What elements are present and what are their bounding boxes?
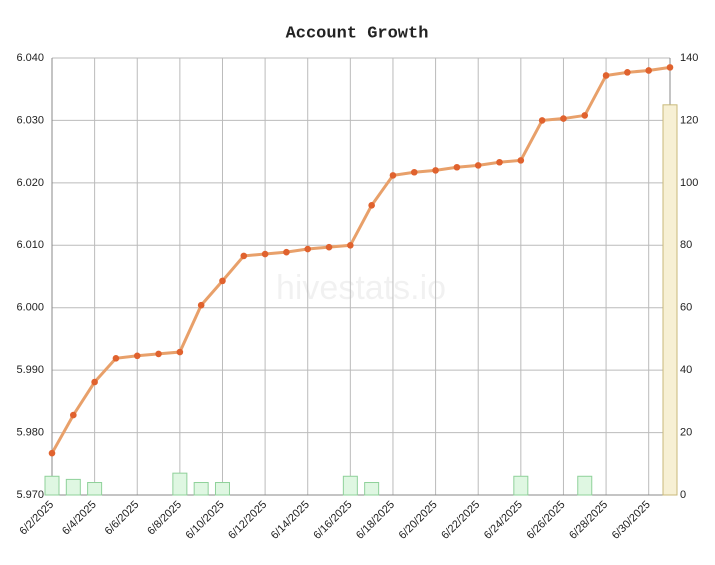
point [219,277,226,285]
bar [214,482,230,496]
point [453,163,461,171]
point [112,354,120,362]
x-tick-label: 6/10/2025 [184,499,227,542]
x-tick-label: 6/30/2025 [610,499,653,542]
chart-title: Account Growth [286,24,429,43]
bar [44,475,60,496]
point [70,411,77,419]
point [240,252,248,260]
point [560,115,567,122]
y-tick-label: 6.020 [16,177,44,189]
x-tick-label: 6/14/2025 [269,499,312,542]
point [283,248,290,256]
y2-tick-label: 140 [680,52,698,64]
point [155,350,162,358]
y2-tick-label: 120 [680,114,698,126]
y-tick-label: 6.000 [16,302,44,314]
point [133,352,141,360]
bar [193,482,209,496]
x-tick-label: 6/6/2025 [103,499,142,538]
point [347,241,354,249]
point [197,301,205,309]
bar [87,482,103,496]
point [91,378,98,386]
point [624,69,631,76]
x-tick-label: 6/28/2025 [567,499,610,542]
point [538,117,546,124]
x-tick-label: 6/22/2025 [439,499,482,542]
bar [577,475,593,496]
y-tick-label: 5.970 [16,489,44,501]
point [261,250,269,258]
point [325,243,333,251]
x-tick-label: 6/4/2025 [60,499,99,538]
y-tick-label: 5.990 [16,364,44,376]
y-tick-label: 5.980 [16,426,44,438]
point [645,67,652,74]
x-tick-label: 6/20/2025 [397,499,440,542]
x-tick-label: 6/24/2025 [482,499,525,542]
y2-tick-label: 60 [680,302,692,314]
point [496,158,503,166]
y2-tick-label: 40 [680,364,692,376]
y-tick-label: 6.040 [16,52,44,64]
point [48,449,56,457]
point [666,64,674,71]
bar [342,475,358,496]
point [410,168,418,176]
bar [364,482,380,496]
x-tick-label: 6/16/2025 [311,499,354,542]
x-tick-label: 6/8/2025 [145,499,184,538]
point [389,172,397,179]
bar [65,478,81,496]
point [517,157,525,164]
point [432,167,439,174]
y2-tick-label: 0 [680,489,686,501]
y2-tick-label: 100 [680,177,698,189]
point [581,112,589,119]
point [474,162,482,169]
y-tick-label: 6.030 [16,114,44,126]
point [176,348,184,356]
point [304,245,312,253]
bar [662,104,678,496]
line [50,65,671,454]
bar [513,475,529,496]
x-tick-label: 6/2/2025 [17,499,56,538]
x-tick-label: 6/26/2025 [525,499,568,542]
y2-tick-label: 80 [680,239,692,251]
bar [172,472,188,496]
point [368,202,375,209]
point [602,72,610,79]
watermark: hivestats.io [276,269,446,307]
y2-tick-label: 20 [680,426,692,438]
x-tick-label: 6/12/2025 [226,499,269,542]
x-tick-label: 6/18/2025 [354,499,397,542]
y-tick-label: 6.010 [16,239,44,251]
